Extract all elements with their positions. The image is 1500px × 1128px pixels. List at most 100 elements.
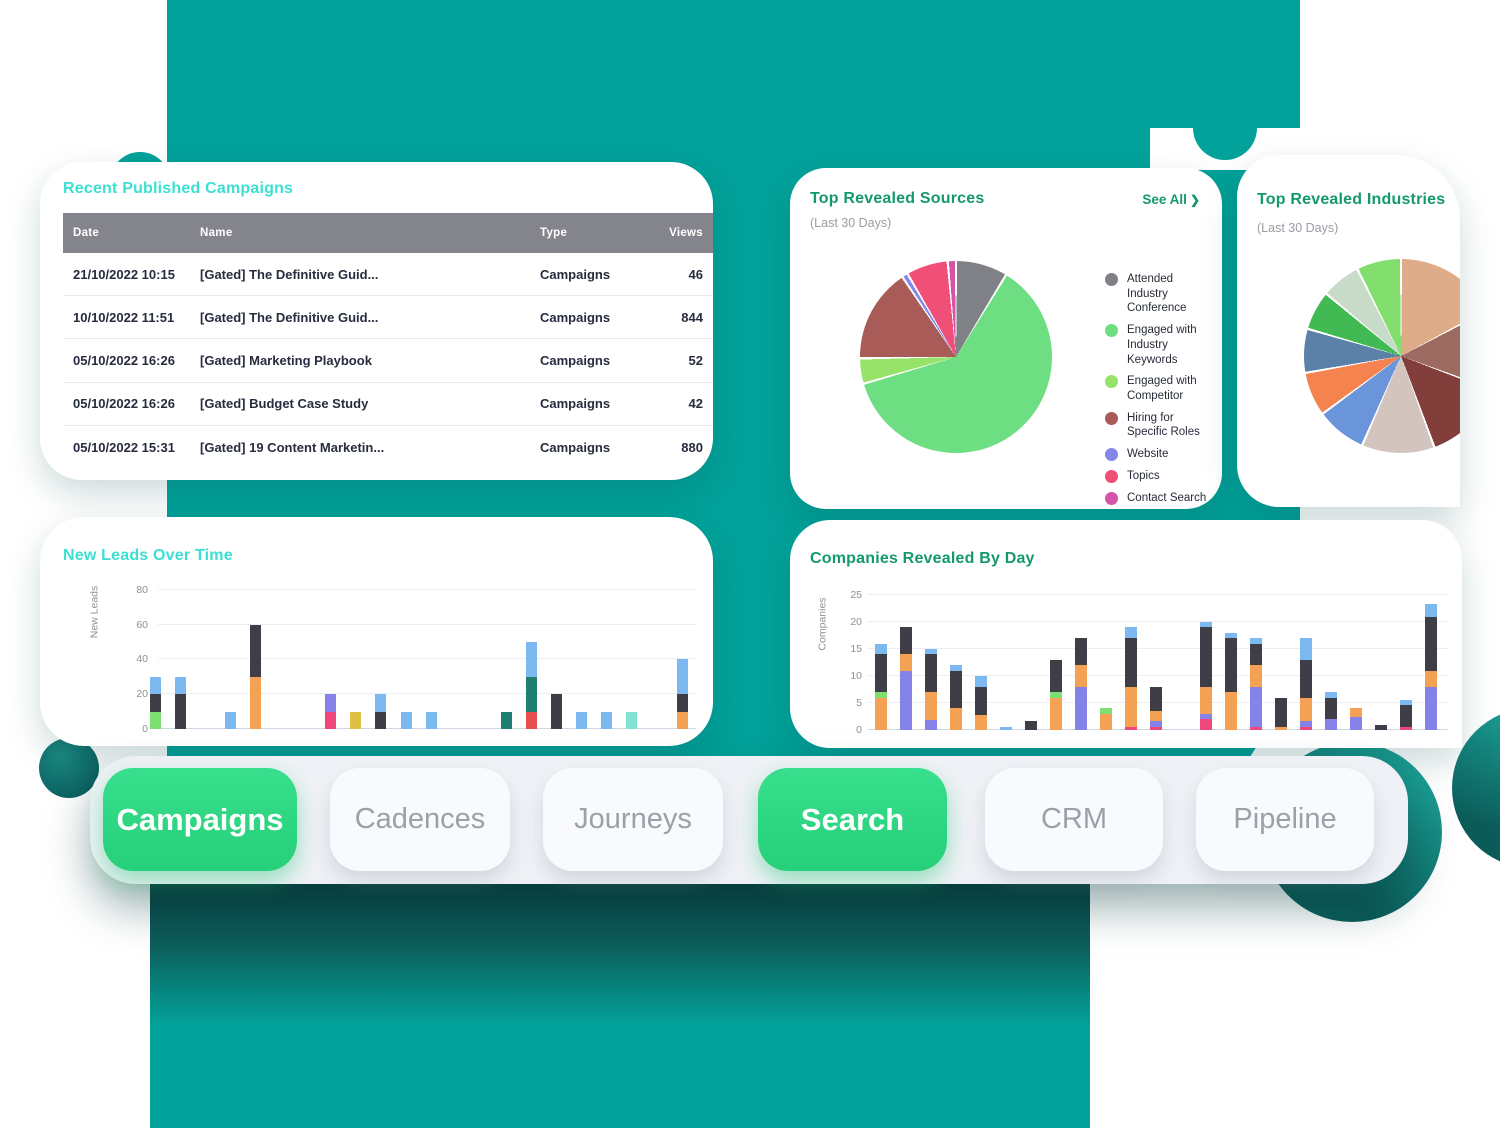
bar-segment-dark [1225, 638, 1237, 693]
bar-segment-purple [1250, 686, 1262, 727]
bar-segment-dark [375, 711, 387, 729]
sources-pie-chart [860, 261, 1052, 453]
bar-segment-orange [1125, 686, 1137, 727]
bar-segment-dark [1275, 697, 1287, 727]
teal-bottom-blob [150, 884, 1090, 1128]
nav-pill-campaigns[interactable]: Campaigns [103, 768, 297, 871]
legend-item: Website [1105, 447, 1217, 462]
bar-segment-blue [224, 711, 236, 729]
stacked-bar [375, 694, 387, 729]
bar-segment-purple [900, 670, 912, 730]
bar-segment-teal [526, 676, 537, 712]
column-header-date: Date [73, 227, 100, 239]
bar-segment-purple [1075, 686, 1087, 730]
bar-segment-orange [975, 714, 987, 730]
see-all-link[interactable]: See All ❯ [1142, 192, 1200, 207]
table-cell: 05/10/2022 16:26 [73, 396, 175, 412]
nav-pill-cadences[interactable]: Cadences [330, 768, 510, 871]
legend-dot-icon [1105, 469, 1118, 483]
bar-segment-dark [1375, 724, 1387, 730]
nav-pill-crm[interactable]: CRM [985, 768, 1163, 871]
stacked-bar [1200, 622, 1212, 730]
bar-segment-dark [149, 694, 161, 712]
stacked-bar [950, 665, 962, 730]
new-leads-card: New Leads Over Time 0 20 40 60 80 New Leads [40, 517, 713, 746]
stacked-bar [1325, 692, 1337, 730]
companies-title: Companies Revealed By Day [810, 550, 1035, 567]
industries-title: Top Revealed Industries [1257, 191, 1446, 208]
sources-legend: Attended Industry Conference Engaged with… [1105, 272, 1217, 505]
sources-card: Top Revealed Sources See All ❯ (Last 30 D… [790, 168, 1222, 509]
nav-pill-crm-label: CRM [1040, 803, 1108, 835]
companies-card: Companies Revealed By Day 0 5 10 15 20 25 Comp… [790, 520, 1462, 748]
bar-segment-dark [676, 694, 688, 712]
stacked-bar [1075, 638, 1087, 730]
legend-dot-icon [1105, 324, 1118, 338]
table-row[interactable]: 05/10/2022 15:31 [Gated] 19 Content Marke… [63, 426, 713, 469]
stacked-bar [1425, 604, 1437, 730]
bar-segment-orange [1100, 713, 1112, 730]
table-cell: Campaigns [540, 352, 611, 368]
stacked-bar [975, 676, 987, 730]
teal-bump-circle [1193, 96, 1257, 160]
bar-segment-dark [1400, 705, 1412, 727]
stacked-bar [925, 649, 937, 730]
new-leads-title: New Leads Over Time [63, 547, 233, 564]
legend-label: Engaged with Competitor [1127, 375, 1197, 403]
stacked-bar [601, 711, 613, 729]
bar-segment-purple [1350, 716, 1362, 730]
gridline [868, 594, 1448, 595]
bar-segment-purple [1325, 719, 1337, 730]
bar-segment-blue [975, 676, 987, 687]
y-axis-tick: 15 [850, 643, 862, 655]
bar-segment-dark [1150, 686, 1162, 711]
nav-pill-pipeline[interactable]: Pipeline [1196, 768, 1374, 871]
bar-segment-blue [425, 711, 437, 729]
industries-card: Top Revealed Industries (Last 30 Days) [1237, 155, 1460, 507]
bar-segment-orange [1275, 726, 1287, 730]
table-row[interactable]: 21/10/2022 10:15 [Gated] The Definitive G… [63, 253, 713, 297]
stacked-bar [626, 711, 638, 729]
stacked-bar [1150, 686, 1162, 730]
bar-segment-blue [950, 665, 962, 671]
nav-pill-cadences-label: Cadences [354, 803, 486, 835]
legend-label: Engaged with Industry Keywords [1127, 324, 1197, 366]
legend-label: Topics [1127, 469, 1160, 482]
bar-segment-purple [325, 694, 337, 712]
table-row[interactable]: 05/10/2022 16:26 [Gated] Marketing Playbo… [63, 339, 713, 383]
stacked-bar [551, 694, 563, 729]
bar-segment-blue [400, 711, 412, 729]
stacked-bar [174, 676, 186, 729]
bar-segment-dark [1250, 643, 1262, 666]
table-row[interactable]: 10/10/2022 11:51 [Gated] The Definitive G… [63, 296, 713, 340]
chevron-right-icon: ❯ [1189, 193, 1200, 207]
bar-segment-pink [1400, 726, 1412, 730]
bar-segment-pink [1250, 726, 1262, 730]
bar-segment-blue [1125, 627, 1137, 639]
industries-subtitle: (Last 30 Days) [1257, 221, 1339, 235]
industries-pie-chart [1304, 259, 1460, 453]
bar-segment-purple [1425, 686, 1437, 730]
stacked-bar [325, 694, 337, 729]
bar-segment-dark [249, 624, 261, 677]
bar-segment-dark [1050, 659, 1062, 693]
legend-dot-icon [1105, 491, 1118, 505]
nav-pill-search[interactable]: Search [758, 768, 947, 871]
nav-pill-journeys[interactable]: Journeys [543, 768, 723, 871]
table-cell: Campaigns [540, 266, 611, 282]
table-row[interactable]: 05/10/2022 16:26 [Gated] Budget Case Stud… [63, 383, 713, 426]
bar-segment-orange [1250, 665, 1262, 687]
table-cell: 05/10/2022 15:31 [73, 439, 175, 455]
legend-item: Engaged with Competitor [1105, 374, 1217, 403]
bar-segment-dark [1025, 720, 1037, 730]
legend-dot-icon [1105, 375, 1118, 389]
nav-pill-search-label: Search [800, 801, 905, 837]
see-all-label: See All [1142, 192, 1187, 207]
legend-item: Topics [1105, 469, 1217, 484]
bar-segment-dark [174, 694, 186, 729]
bar-segment-orange [1225, 692, 1237, 730]
gridline [158, 658, 696, 660]
bar-segment-blue [576, 711, 588, 729]
y-axis-tick: 0 [142, 723, 148, 735]
